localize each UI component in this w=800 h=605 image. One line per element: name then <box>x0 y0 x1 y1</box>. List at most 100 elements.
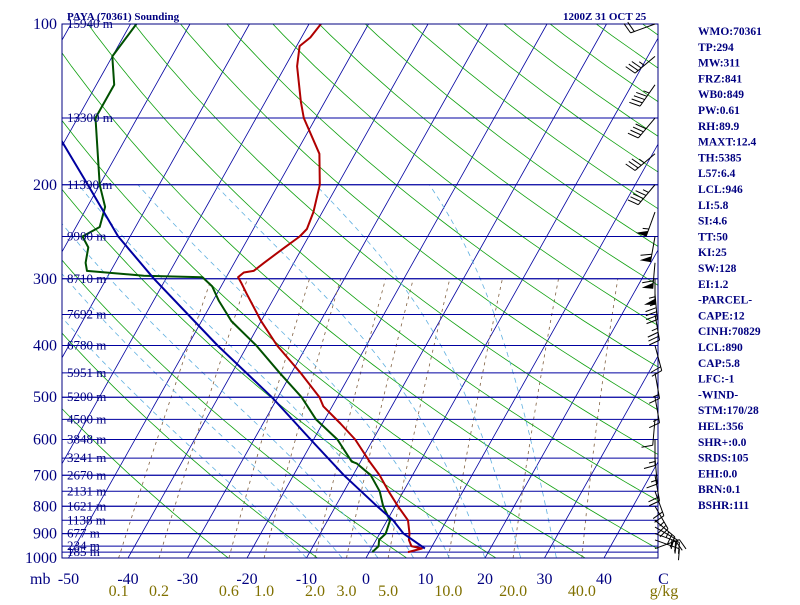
station-title: PAYA (70361) Sounding <box>67 11 180 23</box>
index-item: PW:0.61 <box>698 105 740 117</box>
wind-barb-flag <box>640 256 652 262</box>
wind-barb <box>629 85 655 106</box>
mixing-ratio-tick-label: 0.2 <box>149 583 169 600</box>
pressure-tick-label: 400 <box>33 338 57 355</box>
height-label: 5951 m <box>67 365 106 380</box>
wind-barbs <box>624 22 686 560</box>
wind-barb-half <box>639 159 644 163</box>
pressure-tick-label: 600 <box>33 432 57 449</box>
wind-barb-full <box>631 130 641 135</box>
temperature-tick-label: -50 <box>58 571 79 588</box>
index-item: TP:294 <box>698 42 734 54</box>
index-item: RH:89.9 <box>698 121 739 133</box>
wind-barb-full <box>633 127 643 132</box>
index-item: SRDS:105 <box>698 453 749 465</box>
dewpoint-line <box>83 24 391 552</box>
pressure-tick-label: 200 <box>33 177 57 194</box>
index-item: EI:1.2 <box>698 279 729 291</box>
index-item: TH:5385 <box>698 152 742 164</box>
index-item: WMO:70361 <box>698 26 762 38</box>
wind-barb-full <box>633 194 643 199</box>
index-item: -WIND- <box>698 389 738 401</box>
mixing-ratio-tick-label: 2.0 <box>305 583 325 600</box>
wind-barb-full <box>634 96 645 100</box>
wind-barb <box>640 236 655 262</box>
wind-barb-full <box>647 484 658 488</box>
height-label: 11390 m <box>67 177 112 192</box>
index-item: SW:128 <box>698 263 737 275</box>
isotherm-line <box>247 24 547 558</box>
mixing-ratio-line <box>119 279 212 558</box>
moist-adiabat-line <box>215 185 485 558</box>
index-item: MAXT:12.4 <box>698 137 756 149</box>
wind-barb-full <box>649 336 659 341</box>
height-label: 3848 m <box>67 432 106 447</box>
mixing-ratio-tick-label: 1.0 <box>254 583 274 600</box>
wind-barb <box>651 346 662 377</box>
mixing-ratio-line <box>388 279 450 558</box>
index-item: STM:170/28 <box>698 405 759 417</box>
temperature-tick-label: 10 <box>418 571 434 588</box>
height-label: 185 m <box>67 544 100 559</box>
dry-adiabat-line <box>0 0 424 569</box>
dry-adiabat-line <box>519 0 800 569</box>
index-item: FRZ:841 <box>698 73 742 85</box>
height-label: 1621 m <box>67 498 106 513</box>
wind-barb <box>642 419 655 447</box>
pressure-tick-label: 100 <box>33 16 57 33</box>
mixing-ratio-tick-label: 3.0 <box>336 583 356 600</box>
sounding-time: 1200Z 31 OCT 25 <box>563 11 647 23</box>
height-label: 2670 m <box>67 467 106 482</box>
wind-barb-half <box>643 228 649 229</box>
temperature-tick-label: 40 <box>596 571 612 588</box>
pressure-tick-label: 900 <box>33 526 57 543</box>
wind-barb-full <box>648 332 658 337</box>
index-item: SI:4.6 <box>698 216 727 228</box>
mixing-ratio-line <box>159 279 247 558</box>
mixing-ratio-line <box>513 279 558 558</box>
index-item: BSHR:111 <box>698 500 749 512</box>
wind-barb <box>626 154 655 171</box>
wind-barb-half <box>652 328 658 331</box>
wind-barb-full <box>644 466 655 469</box>
wind-barb-full <box>649 497 659 502</box>
height-label: 2131 m <box>67 483 106 498</box>
wind-barb-full <box>629 102 640 106</box>
index-item: SHR+:0.0 <box>698 437 747 449</box>
temperature-tick-label: 0 <box>362 571 370 588</box>
temperature-tick-label: 30 <box>537 571 553 588</box>
pressure-tick-label: 800 <box>33 498 57 515</box>
wind-barb-full <box>628 200 638 205</box>
height-label: 4500 m <box>67 411 106 426</box>
index-item: CAP:5.8 <box>698 358 740 370</box>
wind-barb-staff <box>650 236 655 262</box>
height-label: 7692 m <box>67 307 106 322</box>
isotherm-line <box>128 24 428 558</box>
pressure-tick-label: 700 <box>33 467 57 484</box>
height-label: 3241 m <box>67 450 106 465</box>
wind-barb-full <box>646 308 657 312</box>
dry-adiabat-line <box>564 0 800 569</box>
wind-barb <box>636 212 655 236</box>
height-label: 6780 m <box>67 338 106 353</box>
mixing-ratio-tick-label: 5.0 <box>378 583 398 600</box>
temperature-tick-label: 20 <box>477 571 493 588</box>
mixing-ratio-tick-label: 20.0 <box>499 583 527 600</box>
index-panel: WMO:70361TP:294MW:311FRZ:841WB0:849PW:0.… <box>698 26 762 512</box>
wind-barb <box>628 185 655 205</box>
wind-barb <box>626 56 655 73</box>
index-item: LCL:946 <box>698 184 743 196</box>
height-label: 13300 m <box>67 110 113 125</box>
isotherm-line <box>69 24 369 558</box>
index-item: TT:50 <box>698 231 728 243</box>
pressure-tick-label: 500 <box>33 389 57 406</box>
index-item: CAPE:12 <box>698 310 745 322</box>
wind-barb-flag <box>642 283 654 289</box>
wind-barb-full <box>632 99 643 103</box>
index-item: MW:311 <box>698 58 740 70</box>
axis-labels: 1002003004005006007008009001000mb-50-40-… <box>25 16 678 600</box>
pressure-tick-label: 1000 <box>25 550 57 567</box>
isotherm-line <box>426 24 726 558</box>
